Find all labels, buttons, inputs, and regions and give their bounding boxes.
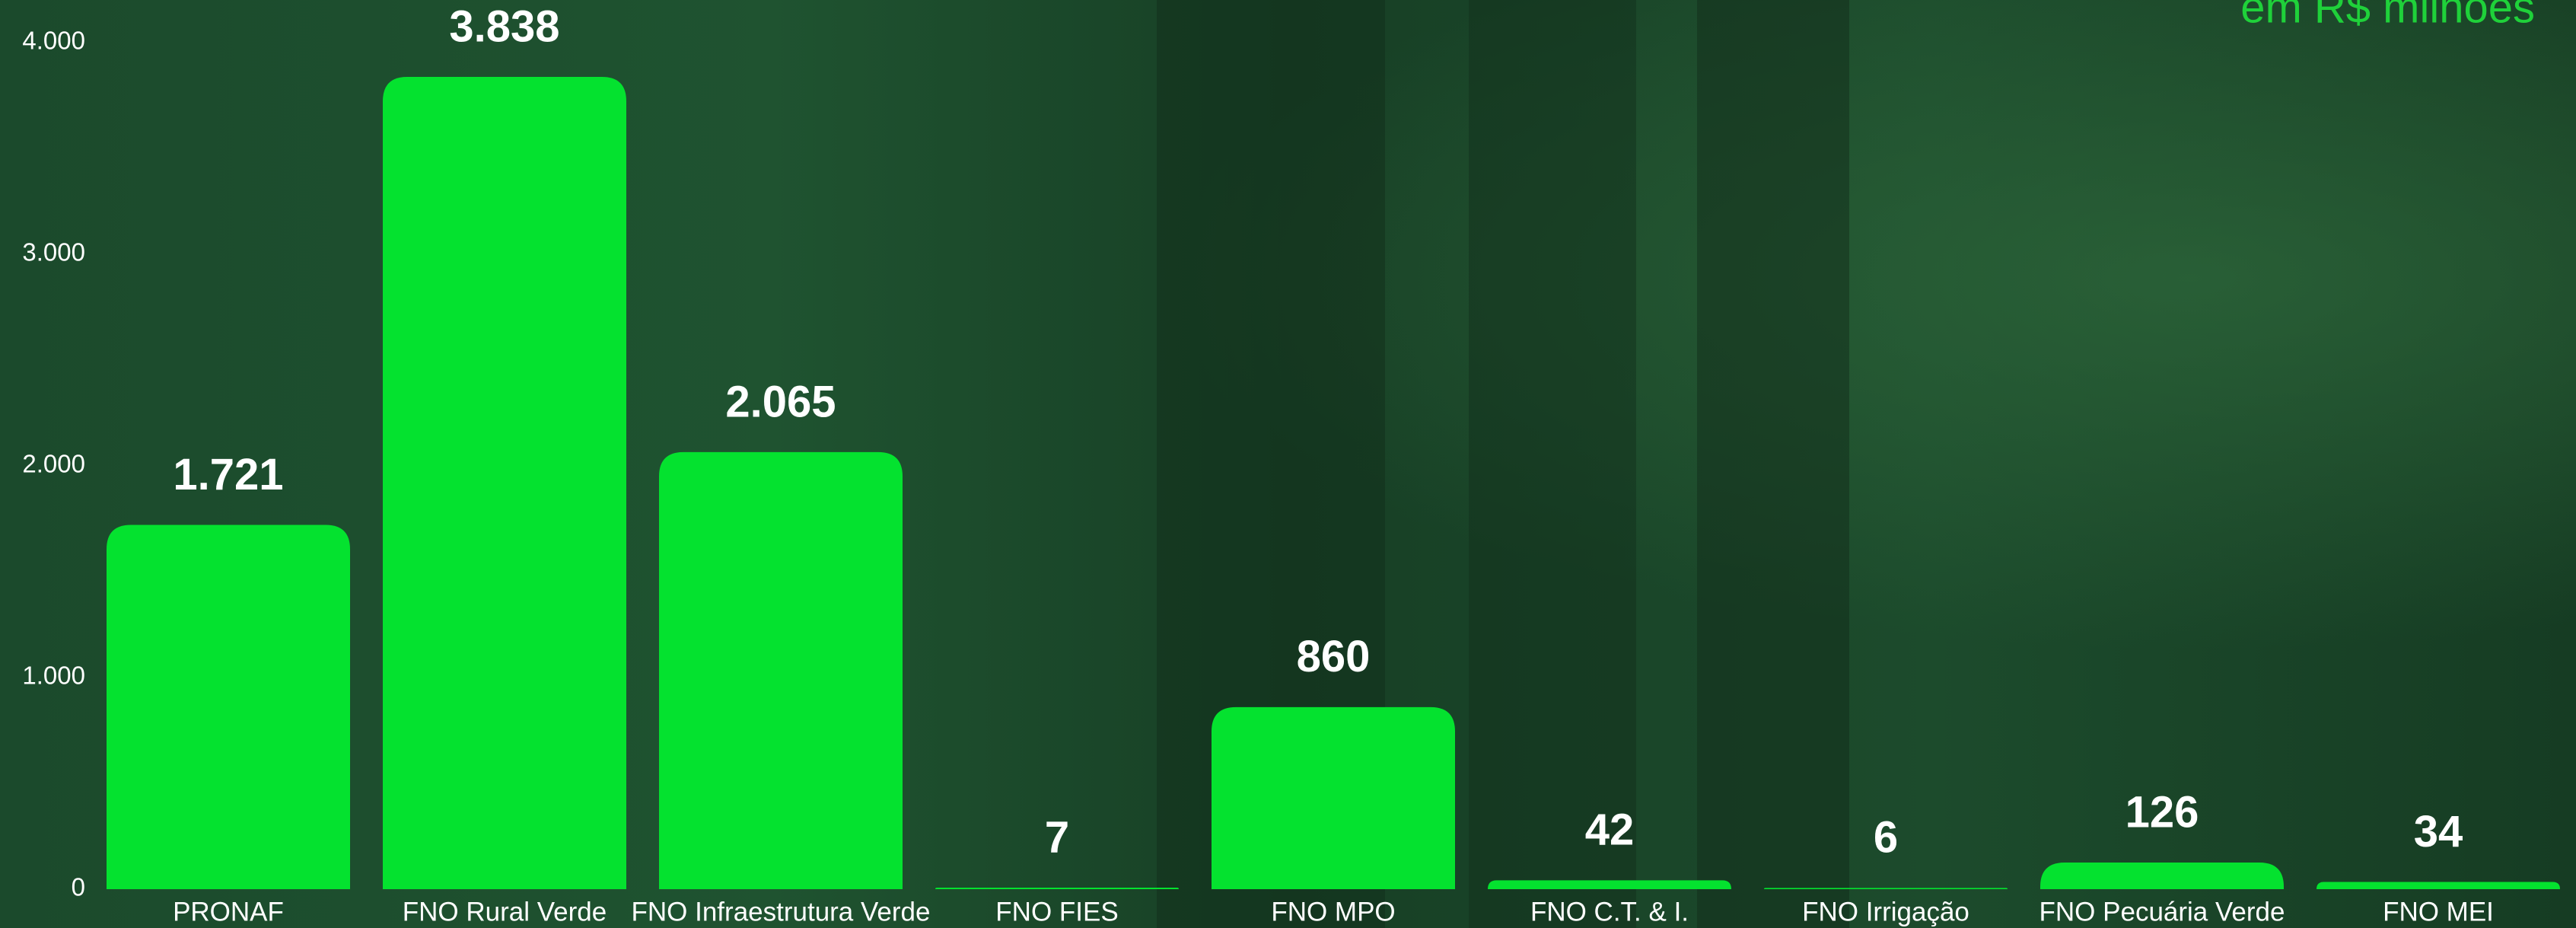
- value-label: 3.838: [449, 2, 559, 51]
- x-tick-label: FNO Rural Verde: [403, 897, 607, 926]
- tree-trunk: [1697, 0, 1849, 928]
- y-tick-label: 2.000: [22, 450, 85, 478]
- value-label: 42: [1585, 805, 1635, 855]
- x-tick-label: FNO Infraestrutura Verde: [632, 897, 931, 926]
- x-tick-label: FNO FIES: [995, 897, 1118, 926]
- x-tick-label: FNO Irrigação: [1802, 897, 1969, 926]
- value-label: 6: [1874, 813, 1898, 863]
- bar: [1764, 888, 2008, 889]
- chart: em R$ milhões 0 1.000 2.000 3.000 4.000 PRONA…: [0, 0, 2576, 928]
- bar: [1212, 707, 1455, 889]
- x-tick-label: FNO C.T. & I.: [1530, 897, 1689, 926]
- tree-trunk: [1469, 0, 1636, 928]
- value-label: 1.721: [173, 450, 283, 499]
- bar: [2040, 863, 2284, 889]
- y-tick-label: 4.000: [22, 27, 85, 55]
- y-tick-label: 3.000: [22, 238, 85, 266]
- bar: [383, 77, 626, 889]
- x-tick-label: FNO MPO: [1271, 897, 1395, 926]
- bar: [659, 452, 903, 889]
- chart-subtitle: em R$ milhões: [2240, 0, 2535, 32]
- value-label: 34: [2414, 807, 2463, 856]
- value-label: 2.065: [725, 377, 836, 426]
- page: em R$ milhões 0 1.000 2.000 3.000 4.000 PRONA…: [0, 0, 2576, 928]
- x-tick-label: FNO MEI: [2383, 897, 2494, 926]
- x-tick-label: FNO Pecuária Verde: [2039, 897, 2285, 926]
- y-tick-label: 0: [72, 873, 85, 901]
- value-label: 860: [1297, 632, 1371, 681]
- bar: [2316, 882, 2560, 889]
- value-label: 126: [2125, 787, 2199, 837]
- bar: [935, 888, 1179, 889]
- value-label: 7: [1045, 812, 1069, 862]
- x-tick-label: PRONAF: [173, 897, 284, 926]
- bar: [1488, 880, 1731, 889]
- bar: [107, 525, 350, 889]
- y-tick-label: 1.000: [22, 662, 85, 690]
